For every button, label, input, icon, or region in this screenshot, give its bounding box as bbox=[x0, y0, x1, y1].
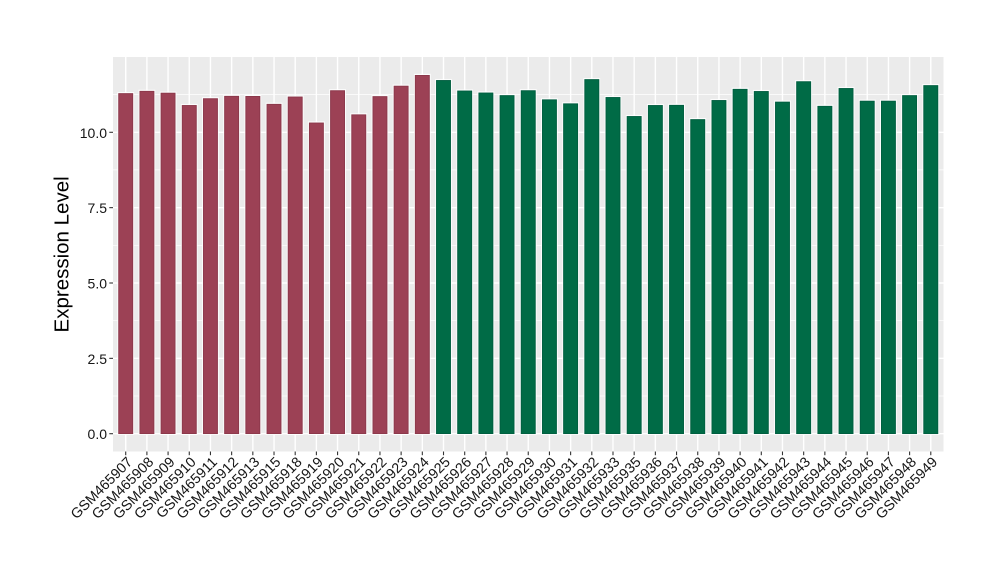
svg-text:Expression Level: Expression Level bbox=[50, 176, 73, 332]
svg-text:10.0: 10.0 bbox=[80, 125, 107, 141]
svg-text:5.0: 5.0 bbox=[88, 276, 108, 292]
svg-text:2.5: 2.5 bbox=[88, 351, 108, 367]
svg-text:7.5: 7.5 bbox=[88, 200, 108, 216]
svg-text:0.0: 0.0 bbox=[88, 426, 108, 442]
